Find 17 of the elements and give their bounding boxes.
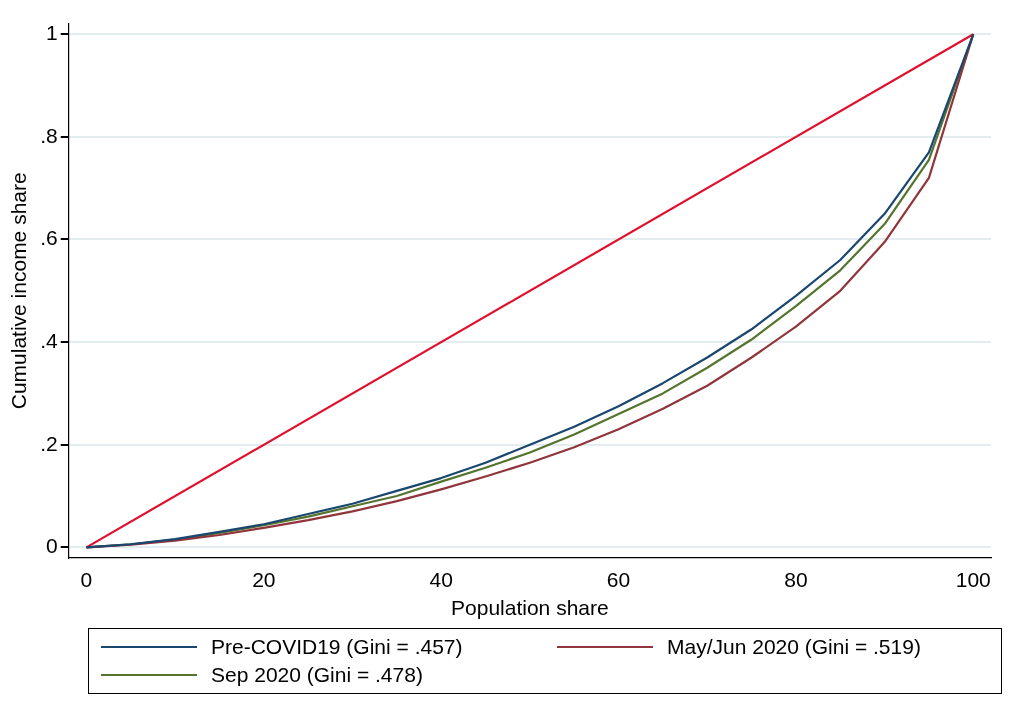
- legend-label: Pre-COVID19 (Gini = .457): [211, 635, 463, 659]
- x-tick-label: 60: [606, 568, 631, 591]
- x-tick-label: 20: [252, 568, 276, 591]
- x-tick-label: 80: [784, 568, 808, 591]
- y-tick-label: .2: [40, 431, 58, 455]
- y-tick-label: .6: [40, 226, 58, 250]
- x-tick-label: 0: [80, 568, 93, 591]
- legend-label: May/Jun 2020 (Gini = .519): [667, 635, 921, 659]
- y-tick-label: .4: [40, 328, 59, 352]
- x-tick-label: 100: [955, 568, 991, 591]
- legend-label: Sep 2020 (Gini = .478): [211, 663, 423, 687]
- x-tick-label: 40: [429, 568, 453, 591]
- y-tick-label: 0: [46, 534, 58, 558]
- y-tick-label: 1: [46, 21, 58, 45]
- y-axis-title: Cumulative income share: [7, 172, 31, 410]
- x-axis-title: Population share: [451, 596, 609, 620]
- y-tick-label: .8: [40, 123, 58, 147]
